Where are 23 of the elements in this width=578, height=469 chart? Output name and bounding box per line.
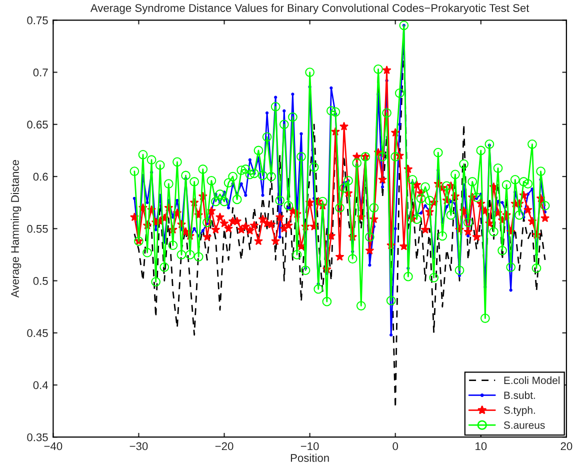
y-tick-label: 0.4 — [33, 381, 48, 390]
y-tick-label: 0.7 — [33, 68, 48, 76]
y-tick-label: 0.75 — [27, 16, 48, 24]
x-tick-label: −30 — [130, 442, 148, 450]
y-tick-label: 0.45 — [27, 329, 48, 338]
legend-label: B.subt. — [504, 391, 535, 399]
x-tick-label: 10 — [476, 442, 487, 450]
y-tick-label: 0.5 — [33, 277, 48, 285]
y-tick-label: 0.35 — [27, 433, 48, 442]
legend-label: S.typh. — [504, 406, 535, 416]
y-tick-label: 0.6 — [33, 172, 48, 181]
y-tick-label: 0.55 — [27, 224, 48, 233]
x-tick-label: −10 — [300, 442, 319, 450]
x-tick-label: −40 — [44, 442, 62, 450]
x-tick-label: −20 — [215, 442, 234, 450]
chart-title: Average Syndrome Distance Values for Binary Convolutional Codes−Prokaryotic Test Set — [90, 4, 530, 14]
y-tick-label: 0.65 — [27, 120, 48, 129]
legend-label: S.aureus — [504, 421, 545, 429]
x-tick-label: 0 — [392, 442, 398, 450]
legend-label: E.coli Model — [504, 376, 560, 384]
x-axis-title: Position — [290, 454, 329, 462]
y-axis-title: Average Hamming Distance — [10, 160, 22, 298]
x-tick-label: 20 — [560, 442, 572, 450]
